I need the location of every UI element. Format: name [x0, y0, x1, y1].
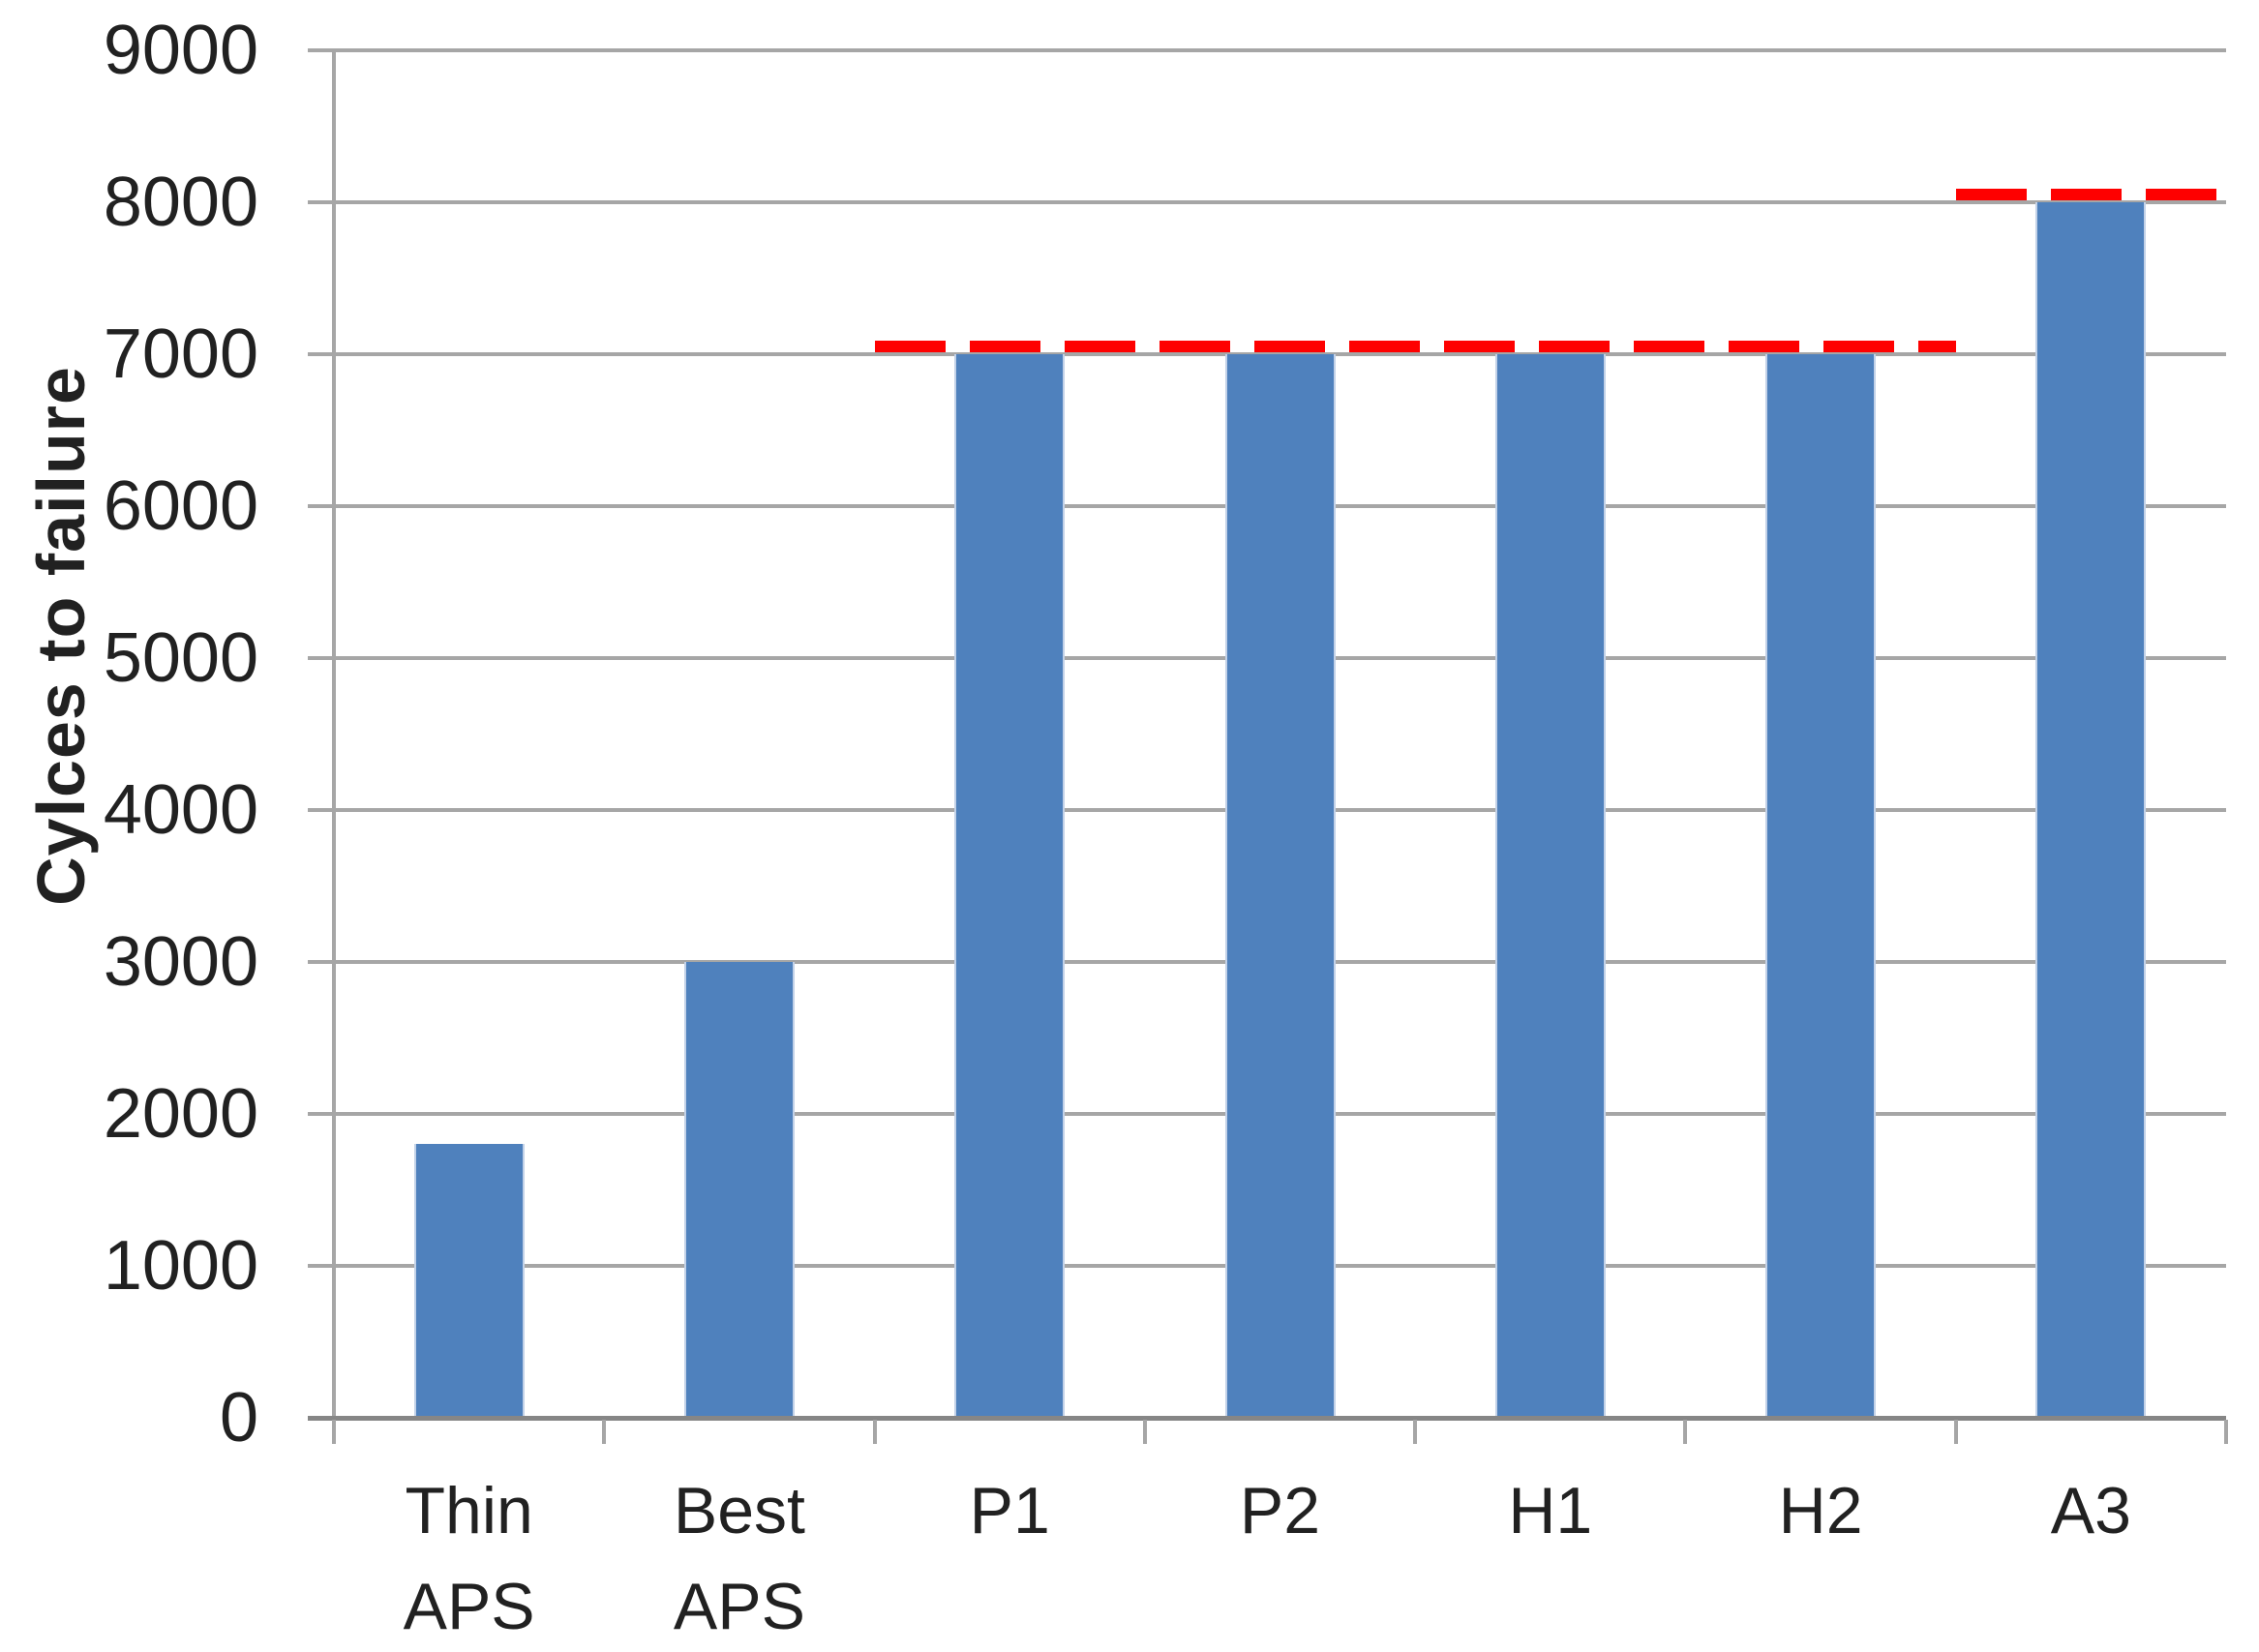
y-tick-mark-9000	[308, 48, 334, 52]
x-tick-mark-1	[602, 1420, 607, 1444]
y-tick-mark-8000	[308, 200, 334, 204]
y-tick-label-7000: 7000	[103, 315, 258, 393]
x-tick-label-h2: H2	[1778, 1474, 1863, 1547]
bar-thin-aps	[413, 1144, 525, 1417]
x-tick-mark-4	[1413, 1420, 1418, 1444]
x-axis-line	[308, 1416, 2226, 1421]
y-tick-label-0: 0	[219, 1379, 258, 1457]
y-tick-mark-3000	[308, 960, 334, 964]
x-tick-mark-6	[1953, 1420, 1958, 1444]
gridline-8000	[334, 200, 2226, 204]
reference-line-7000	[874, 341, 1956, 352]
reference-line-8000	[1955, 189, 2226, 200]
y-tick-label-6000: 6000	[103, 467, 258, 545]
y-tick-label-1000: 1000	[103, 1227, 258, 1305]
y-tick-label-9000: 9000	[103, 12, 258, 89]
bar-p2	[1224, 354, 1336, 1417]
y-tick-label-4000: 4000	[103, 771, 258, 849]
y-tick-mark-1000	[308, 1264, 334, 1268]
y-tick-mark-4000	[308, 808, 334, 812]
x-tick-mark-2	[872, 1420, 877, 1444]
x-tick-mark-7	[2224, 1420, 2228, 1444]
x-tick-label-p1: P1	[969, 1474, 1050, 1547]
x-tick-label-a3: A3	[2050, 1474, 2131, 1547]
x-tick-label-p2: P2	[1239, 1474, 1321, 1547]
y-tick-label-3000: 3000	[103, 923, 258, 1001]
y-tick-mark-6000	[308, 504, 334, 508]
x-tick-label-h1: H1	[1508, 1474, 1593, 1547]
bar-best-aps	[683, 962, 795, 1417]
bar-a3	[2035, 202, 2147, 1417]
x-tick-mark-3	[1142, 1420, 1147, 1444]
y-tick-label-5000: 5000	[103, 619, 258, 697]
y-tick-label-8000: 8000	[103, 164, 258, 241]
x-tick-label-best-aps: Best APS	[673, 1474, 805, 1643]
y-axis-line	[332, 50, 336, 1442]
x-tick-mark-0	[332, 1420, 336, 1444]
bar-h2	[1765, 354, 1877, 1417]
x-tick-mark-5	[1683, 1420, 1688, 1444]
y-tick-mark-5000	[308, 656, 334, 660]
y-tick-mark-2000	[308, 1112, 334, 1116]
gridline-9000	[334, 48, 2226, 52]
x-tick-label-thin-aps: Thin APS	[403, 1474, 535, 1643]
y-tick-label-2000: 2000	[103, 1075, 258, 1153]
bar-h1	[1494, 354, 1606, 1417]
y-tick-mark-7000	[308, 352, 334, 356]
bar-p1	[954, 354, 1066, 1417]
